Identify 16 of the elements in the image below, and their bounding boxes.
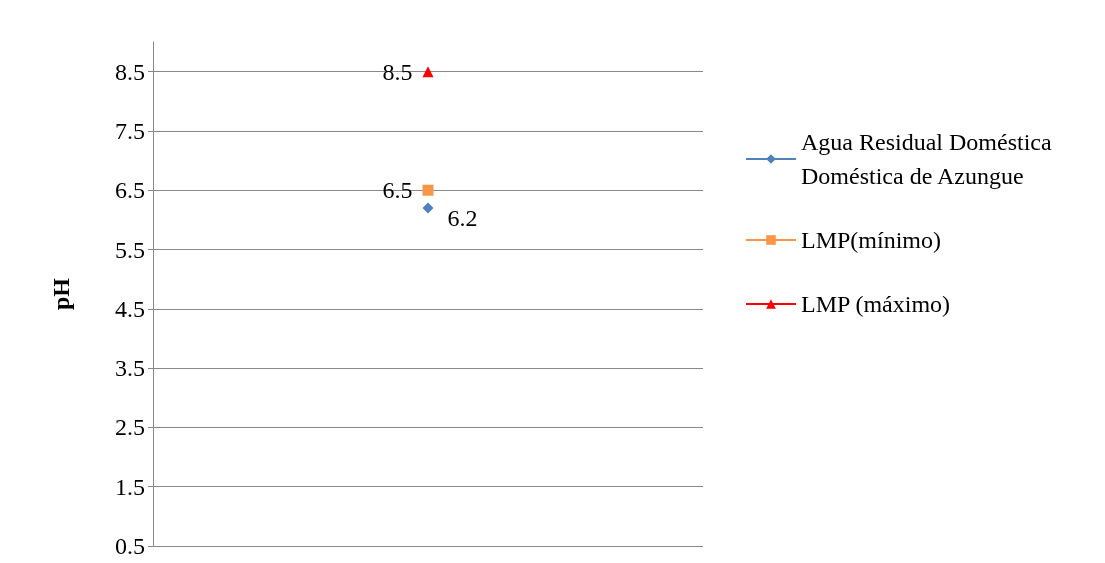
y-tick-label: 2.5 xyxy=(115,414,145,441)
y-axis-title: pH xyxy=(48,277,74,311)
y-tick-label: 4.5 xyxy=(115,295,145,322)
data-label: 6.2 xyxy=(447,205,478,232)
y-tick-label: 1.5 xyxy=(115,473,145,500)
y-tick-label: 7.5 xyxy=(115,117,145,144)
y-tick-label: 5.5 xyxy=(115,236,145,263)
legend-label: Agua Residual Doméstica Doméstica de Azungue xyxy=(801,129,1058,189)
y-tick-label: 6.5 xyxy=(115,177,145,204)
y-tick-label: 8.5 xyxy=(115,58,145,85)
legend-label: LMP (máximo) xyxy=(801,291,951,317)
data-label: 6.5 xyxy=(382,177,413,204)
y-tick-label: 3.5 xyxy=(115,355,145,382)
legend-label: LMP(mínimo) xyxy=(801,227,942,253)
data-label: 8.5 xyxy=(382,58,413,85)
y-tick-label: 0.5 xyxy=(115,533,145,559)
